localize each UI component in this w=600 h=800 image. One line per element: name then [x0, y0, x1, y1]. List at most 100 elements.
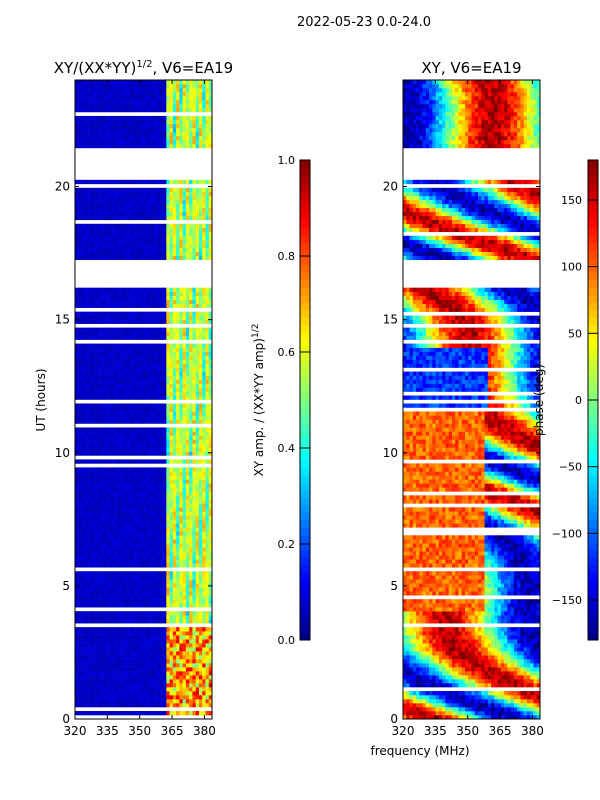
heatmap-cell — [150, 371, 154, 376]
heatmap-cell — [192, 331, 196, 336]
heatmap-cell — [78, 683, 82, 688]
heatmap-cell — [78, 127, 82, 133]
heatmap-cell — [166, 643, 170, 648]
heatmap-cell — [88, 299, 92, 304]
heatmap-cell — [208, 519, 213, 524]
heatmap-cell — [195, 547, 200, 552]
heatmap-cell — [185, 383, 190, 388]
heatmap-cell — [159, 243, 164, 249]
heatmap-cell — [202, 207, 206, 213]
heatmap-cell — [84, 675, 89, 680]
heatmap-cell — [123, 319, 128, 324]
heatmap-cell — [127, 555, 131, 560]
heatmap-cell — [88, 331, 92, 336]
heatmap-cell — [101, 583, 105, 588]
heatmap-cell — [202, 479, 206, 484]
heatmap-cell — [81, 467, 86, 472]
heatmap-cell — [146, 691, 151, 696]
heatmap-cell — [166, 583, 170, 588]
heatmap-cell — [136, 475, 141, 480]
heatmap-cell — [123, 435, 128, 440]
heatmap-cell — [143, 439, 148, 444]
heatmap-cell — [114, 571, 118, 576]
heatmap-cell — [107, 287, 112, 292]
heatmap-cell — [192, 507, 196, 512]
heatmap-cell — [101, 507, 105, 512]
heatmap-cell — [110, 379, 115, 384]
heatmap-cell — [127, 223, 131, 229]
heatmap-cell — [169, 663, 174, 668]
heatmap-cell — [130, 595, 135, 600]
heatmap-cell — [179, 207, 183, 213]
heatmap-cell — [150, 247, 154, 253]
heatmap-cell — [195, 479, 200, 484]
heatmap-cell — [88, 239, 92, 245]
heatmap-cell — [117, 407, 121, 412]
heatmap-cell — [104, 195, 108, 201]
heatmap-cell — [123, 207, 128, 213]
heatmap-cell — [91, 627, 95, 632]
heatmap-cell — [146, 555, 151, 560]
heatmap-cell — [195, 651, 200, 656]
heatmap-cell — [127, 691, 131, 696]
heatmap-cell — [110, 255, 115, 261]
heatmap-cell — [150, 547, 154, 552]
heatmap-cell — [150, 651, 154, 656]
heatmap-cell — [195, 327, 200, 332]
heatmap-cell — [84, 343, 89, 348]
heatmap-cell — [117, 447, 121, 452]
heatmap-cell — [172, 539, 177, 544]
heatmap-cell — [189, 311, 193, 316]
heatmap-cell — [159, 635, 164, 640]
heatmap-cell — [208, 487, 213, 492]
heatmap-cell — [97, 215, 102, 221]
heatmap-cell — [166, 391, 170, 396]
heatmap-cell — [202, 203, 206, 209]
heatmap-cell — [110, 351, 115, 356]
heatmap-cell — [163, 583, 167, 588]
heatmap-cell — [189, 223, 193, 229]
heatmap-cell — [150, 215, 154, 221]
heatmap-cell — [107, 411, 112, 416]
heatmap-cell — [169, 235, 174, 241]
heatmap-cell — [110, 303, 115, 308]
heatmap-cell — [202, 131, 206, 137]
heatmap-cell — [117, 703, 121, 708]
heatmap-cell — [94, 439, 99, 444]
heatmap-cell — [127, 383, 131, 388]
heatmap-cell — [205, 483, 210, 488]
heatmap-cell — [133, 619, 138, 624]
heatmap-cell — [146, 379, 151, 384]
heatmap-cell — [208, 563, 213, 568]
heatmap-cell — [153, 551, 157, 556]
heatmap-cell — [127, 311, 131, 316]
heatmap-cell — [192, 311, 196, 316]
heatmap-cell — [169, 391, 174, 396]
heatmap-cell — [88, 435, 92, 440]
heatmap-cell — [84, 491, 89, 496]
heatmap-cell — [114, 647, 118, 652]
heatmap-cell — [202, 231, 206, 237]
heatmap-cell — [78, 555, 82, 560]
heatmap-cell — [78, 479, 82, 484]
heatmap-cell — [153, 363, 157, 368]
heatmap-cell — [84, 663, 89, 668]
heatmap-cell — [117, 543, 121, 548]
heatmap-cell — [84, 563, 89, 568]
heatmap-cell — [107, 223, 112, 229]
heatmap-cell — [150, 587, 154, 592]
heatmap-cell — [156, 527, 161, 532]
heatmap-cell — [88, 247, 92, 253]
heatmap-cell — [117, 335, 121, 340]
heatmap-cell — [195, 383, 200, 388]
heatmap-cell — [88, 507, 92, 512]
heatmap-cell — [140, 551, 144, 556]
heatmap-cell — [166, 443, 170, 448]
heatmap-cell — [133, 251, 138, 257]
heatmap-cell — [198, 591, 203, 596]
heatmap-cell — [81, 599, 86, 604]
heatmap-cell — [205, 215, 210, 221]
heatmap-cell — [110, 495, 115, 500]
heatmap-cell — [179, 211, 183, 217]
heatmap-cell — [202, 691, 206, 696]
